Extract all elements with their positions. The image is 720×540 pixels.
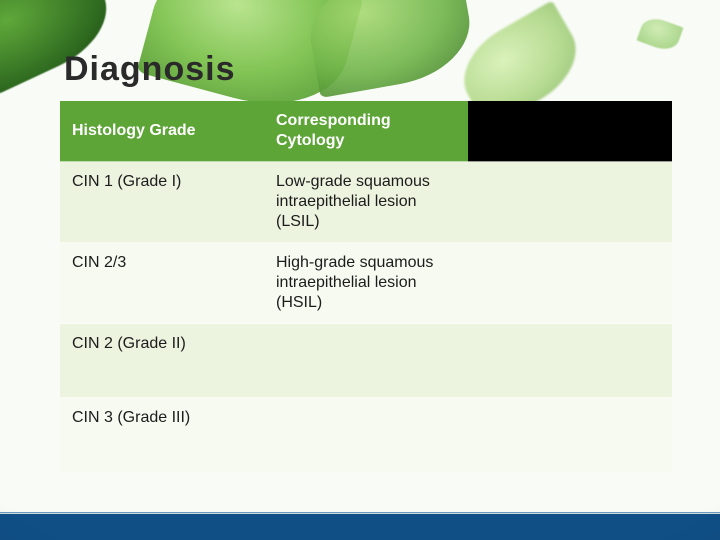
cell-histology: CIN 2 (Grade II) [60, 324, 264, 398]
header-histology: Histology Grade [60, 101, 264, 162]
cell-extra [468, 398, 672, 472]
table-row: CIN 2 (Grade II) [60, 324, 672, 398]
cell-cytology [264, 398, 468, 472]
diagnosis-table: Histology Grade Corresponding Cytology C… [60, 101, 672, 472]
cell-histology: CIN 3 (Grade III) [60, 398, 264, 472]
footer-bar [0, 514, 720, 540]
table-row: CIN 1 (Grade I) Low-grade squamous intra… [60, 162, 672, 243]
slide-title: Diagnosis [60, 50, 660, 89]
table-row: CIN 2/3 High-grade squamous intraepithel… [60, 243, 672, 324]
table-header-row: Histology Grade Corresponding Cytology [60, 101, 672, 162]
cell-cytology: High-grade squamous intraepithelial lesi… [264, 243, 468, 324]
header-blank [468, 101, 672, 162]
cell-extra [468, 324, 672, 398]
cell-extra [468, 162, 672, 243]
table-row: CIN 3 (Grade III) [60, 398, 672, 472]
cell-histology: CIN 1 (Grade I) [60, 162, 264, 243]
cell-histology: CIN 2/3 [60, 243, 264, 324]
cell-extra [468, 243, 672, 324]
cell-cytology [264, 324, 468, 398]
cell-cytology: Low-grade squamous intraepithelial lesio… [264, 162, 468, 243]
slide-content: Diagnosis Histology Grade Corresponding … [0, 0, 720, 472]
header-cytology: Corresponding Cytology [264, 101, 468, 162]
